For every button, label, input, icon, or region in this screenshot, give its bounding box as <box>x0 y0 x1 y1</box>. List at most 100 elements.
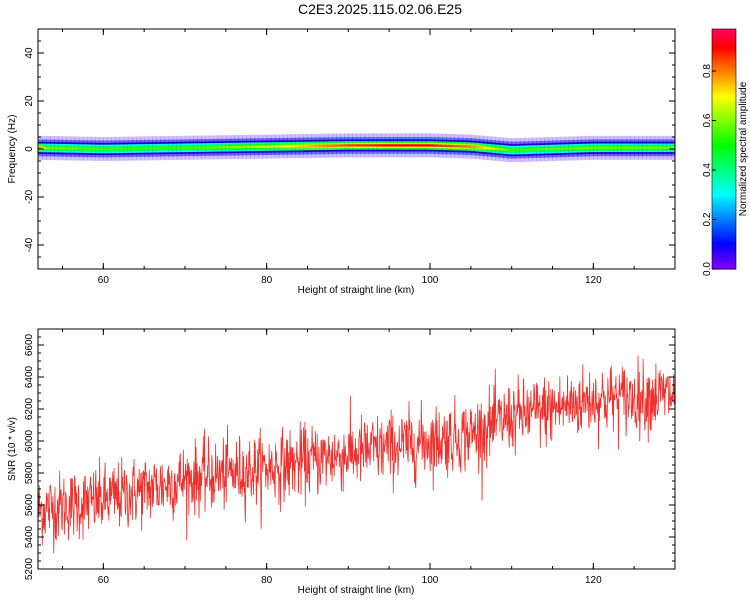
spectrogram-cell <box>50 146 55 150</box>
spectrogram-cell <box>213 146 219 149</box>
y-tick-label: 6000 <box>24 429 35 452</box>
colorbar-swatch <box>712 119 736 123</box>
spectrogram-cell <box>99 147 104 151</box>
colorbar-swatch <box>712 139 736 143</box>
colorbar-swatch <box>712 104 736 108</box>
spectrogram-cell <box>385 144 390 147</box>
spectrogram-cell <box>360 144 366 147</box>
spectrogram-cell <box>172 146 178 150</box>
spectrogram-cell <box>511 148 517 152</box>
spectrogram-cell <box>168 146 174 150</box>
spectrogram-cell <box>66 147 72 150</box>
spectrogram-cell <box>646 146 651 149</box>
spectrogram-cell <box>242 145 247 149</box>
colorbar-swatch <box>712 66 736 70</box>
spectrogram-cell <box>470 145 476 148</box>
spectrogram-cell <box>348 144 353 147</box>
spectrogram-cell <box>144 147 149 150</box>
spectrogram-cell <box>642 146 647 149</box>
colorbar-swatch <box>712 181 736 185</box>
spectrogram-cell <box>581 146 586 150</box>
colorbar-swatch <box>712 51 736 55</box>
x-tick-label: 120 <box>585 575 602 586</box>
y-tick-label: 6400 <box>24 365 35 388</box>
colorbar-swatch <box>712 146 736 150</box>
colorbar-tick-label: 0.6 <box>702 113 713 127</box>
y-tick-label: 6600 <box>24 333 35 356</box>
spectrogram-cell <box>405 144 411 147</box>
spectrogram-cell <box>295 144 300 148</box>
spectrogram-cell <box>442 144 447 148</box>
spectrogram-cell <box>127 147 133 150</box>
x-tick-label: 60 <box>98 275 110 286</box>
colorbar-swatch <box>712 86 736 90</box>
spectrogram-cell <box>597 146 602 149</box>
spectrogram-cell <box>319 144 325 147</box>
spectrogram-cell <box>413 144 419 147</box>
spectrogram-cell <box>503 148 509 151</box>
spectrogram-cell <box>417 144 423 147</box>
spectrogram-cell <box>160 146 166 150</box>
spectrogram-cell <box>107 147 112 151</box>
colorbar-swatch <box>712 264 736 268</box>
colorbar-swatch <box>712 81 736 85</box>
spectrogram-cell <box>585 146 590 150</box>
spectrogram-cell <box>111 147 117 151</box>
spectrogram-cell <box>409 144 415 147</box>
colorbar-swatch <box>712 206 736 210</box>
colorbar-swatch <box>712 136 736 140</box>
colorbar-swatch <box>712 71 736 75</box>
colorbar-swatch <box>712 209 736 213</box>
colorbar-swatch <box>712 189 736 193</box>
spectrogram-cell <box>46 146 51 150</box>
spectrogram-ticks: 60 80 100 120 40 20 0 -20 -40 <box>24 28 676 286</box>
colorbar-swatch <box>712 239 736 243</box>
spectrogram-ylabel: Frequency (Hz) <box>7 115 18 184</box>
spectrogram-cell <box>548 147 553 151</box>
spectrogram-cell <box>393 144 398 147</box>
spectrogram-cell <box>515 148 521 152</box>
spectrogram-cell <box>221 146 227 149</box>
colorbar-swatch <box>712 249 736 253</box>
colorbar-swatch <box>712 31 736 35</box>
spectrogram-cell <box>299 144 304 148</box>
y-tick-label: 5600 <box>24 493 35 516</box>
spectrogram-cell <box>474 145 480 149</box>
x-tick-label: 80 <box>261 575 273 586</box>
spectrogram-cell <box>397 144 402 147</box>
colorbar-swatch <box>712 134 736 138</box>
spectrogram-cell <box>164 146 170 150</box>
colorbar-swatch <box>712 221 736 225</box>
spectrogram-cell <box>666 146 672 149</box>
spectrogram-cell <box>250 145 255 149</box>
y-tick-label: 6200 <box>24 397 35 420</box>
spectrogram-cell <box>91 147 96 151</box>
snr-ylabel: SNR (10 * v/v) <box>7 417 18 481</box>
colorbar-swatch <box>712 149 736 153</box>
colorbar-swatch <box>712 64 736 68</box>
colorbar-swatch <box>712 121 736 125</box>
colorbar-swatch <box>712 44 736 48</box>
colorbar-swatch <box>712 171 736 175</box>
spectrogram-cell <box>225 145 231 149</box>
colorbar-swatch <box>712 226 736 230</box>
spectrogram-cell <box>238 145 243 149</box>
spectrogram-cell <box>434 144 439 147</box>
spectrogram-cell <box>532 148 537 151</box>
spectrogram-cell <box>544 147 549 151</box>
colorbar-gradient <box>711 28 737 270</box>
spectrogram-cell <box>446 144 451 148</box>
colorbar-ticks: 0.0 0.2 0.4 0.6 0.8 <box>702 64 716 276</box>
colorbar-swatch <box>712 41 736 45</box>
colorbar-swatch <box>712 36 736 40</box>
spectrogram-cell <box>421 144 427 147</box>
spectrogram-cell <box>662 146 668 149</box>
spectrogram-cell <box>246 145 251 149</box>
spectrogram-cell <box>430 144 435 147</box>
spectrogram-cell <box>270 145 276 148</box>
colorbar-swatch <box>712 141 736 145</box>
colorbar-swatch <box>712 39 736 43</box>
colorbar-swatch <box>712 46 736 50</box>
spectrogram-cell <box>344 144 349 147</box>
spectrogram-cell <box>577 147 582 150</box>
